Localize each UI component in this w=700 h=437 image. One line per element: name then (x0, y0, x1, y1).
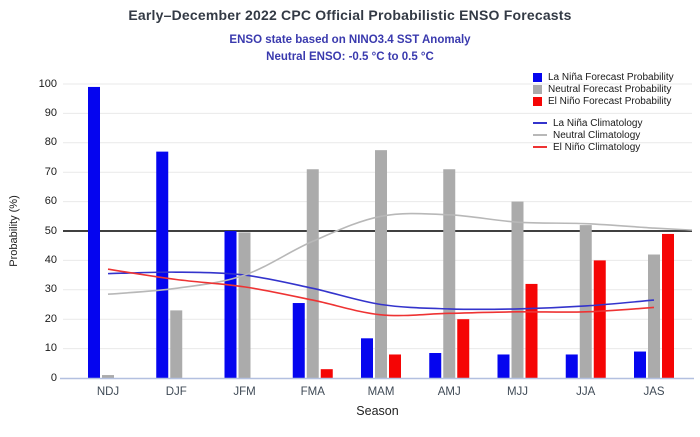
x-tick-AMJ: AMJ (437, 386, 461, 398)
bar-MAM-series1 (375, 150, 387, 378)
y-tick-70: 70 (44, 165, 57, 178)
legend-item-neutral-climatology: Neutral Climatology (533, 129, 674, 141)
bar-NDJ-series0 (88, 86, 100, 378)
y-tick-10: 10 (44, 342, 57, 355)
y-axis-title: Probability (%) (8, 195, 20, 267)
legend-item-la-nina-climatology: La Niña Climatology (533, 117, 674, 129)
bar-JJA-series1 (579, 225, 592, 378)
bar-MJJ-series0 (497, 354, 510, 378)
legend-label: Neutral Forecast Probability (548, 83, 672, 95)
bar-AMJ-series2 (457, 319, 470, 378)
legend-group-divider (533, 107, 674, 117)
bar-JAS-series0 (634, 351, 646, 378)
legend-label: El Niño Climatology (553, 141, 641, 153)
legend-label: La Niña Forecast Probability (548, 71, 674, 83)
y-tick-80: 80 (44, 136, 57, 149)
bar-MJJ-series2 (525, 283, 538, 378)
climatology-line-0 (107, 271, 655, 311)
y-tick-20: 20 (44, 312, 57, 325)
x-tick-FMA: FMA (300, 386, 325, 398)
la-nina-line-swatch-icon (533, 122, 547, 124)
y-tick-30: 30 (44, 283, 57, 296)
neutral-bar-swatch-icon (533, 84, 542, 94)
legend-item-la-nina-forecast: La Niña Forecast Probability (533, 71, 674, 83)
bar-AMJ-series1 (443, 169, 456, 378)
bar-MJJ-series1 (511, 201, 524, 378)
y-tick-60: 60 (44, 195, 57, 208)
legend-label: La Niña Climatology (553, 117, 643, 129)
legend-item-el-nino-forecast: El Niño Forecast Probability (533, 95, 674, 107)
bar-FMA-series0 (292, 303, 305, 378)
bar-JAS-series2 (662, 233, 674, 378)
x-tick-MJJ: MJJ (506, 386, 529, 398)
bar-AMJ-series0 (429, 353, 442, 378)
chart-title: Early–December 2022 CPC Official Probabi… (128, 7, 572, 23)
x-tick-DJF: DJF (165, 386, 187, 398)
chart-subtitle-enso-state: ENSO state based on NINO3.4 SST Anomaly (229, 34, 471, 46)
neutral-line-swatch-icon (533, 134, 547, 136)
bar-JJA-series0 (565, 354, 578, 378)
y-tick-100: 100 (38, 77, 57, 90)
x-tick-NDJ: NDJ (96, 386, 120, 398)
bar-MAM-series0 (361, 338, 373, 378)
bar-FMA-series2 (320, 369, 333, 378)
bar-MAM-series2 (389, 354, 401, 378)
bar-JJA-series2 (593, 260, 606, 378)
y-tick-50: 50 (44, 224, 57, 237)
la-nina-bar-swatch-icon (533, 72, 542, 82)
x-tick-JAS: JAS (643, 386, 665, 398)
bar-DJF-series0 (156, 151, 169, 378)
legend-label: Neutral Climatology (553, 129, 641, 141)
bar-JFM-series1 (238, 232, 251, 378)
chart-legend: La Niña Forecast Probability Neutral For… (533, 71, 674, 153)
el-nino-line-swatch-icon (533, 146, 547, 148)
x-tick-JFM: JFM (233, 386, 256, 398)
y-tick-0: 0 (50, 371, 57, 384)
x-tick-MAM: MAM (367, 386, 395, 398)
el-nino-bar-swatch-icon (533, 96, 542, 106)
bar-NDJ-series1 (102, 375, 114, 378)
legend-item-neutral-forecast: Neutral Forecast Probability (533, 83, 674, 95)
y-tick-40: 40 (44, 253, 57, 266)
chart-subtitle-neutral-range: Neutral ENSO: -0.5 °C to 0.5 °C (266, 51, 434, 63)
x-axis-title: Season (356, 404, 399, 418)
legend-label: El Niño Forecast Probability (548, 95, 672, 107)
bar-JAS-series1 (648, 254, 660, 378)
bar-DJF-series1 (170, 310, 183, 378)
bar-JFM-series0 (224, 231, 237, 378)
legend-item-el-nino-climatology: El Niño Climatology (533, 141, 674, 153)
x-tick-JJA: JJA (576, 386, 596, 398)
y-tick-90: 90 (44, 106, 57, 119)
climatology-line-2 (107, 268, 655, 317)
bar-FMA-series1 (306, 169, 319, 378)
